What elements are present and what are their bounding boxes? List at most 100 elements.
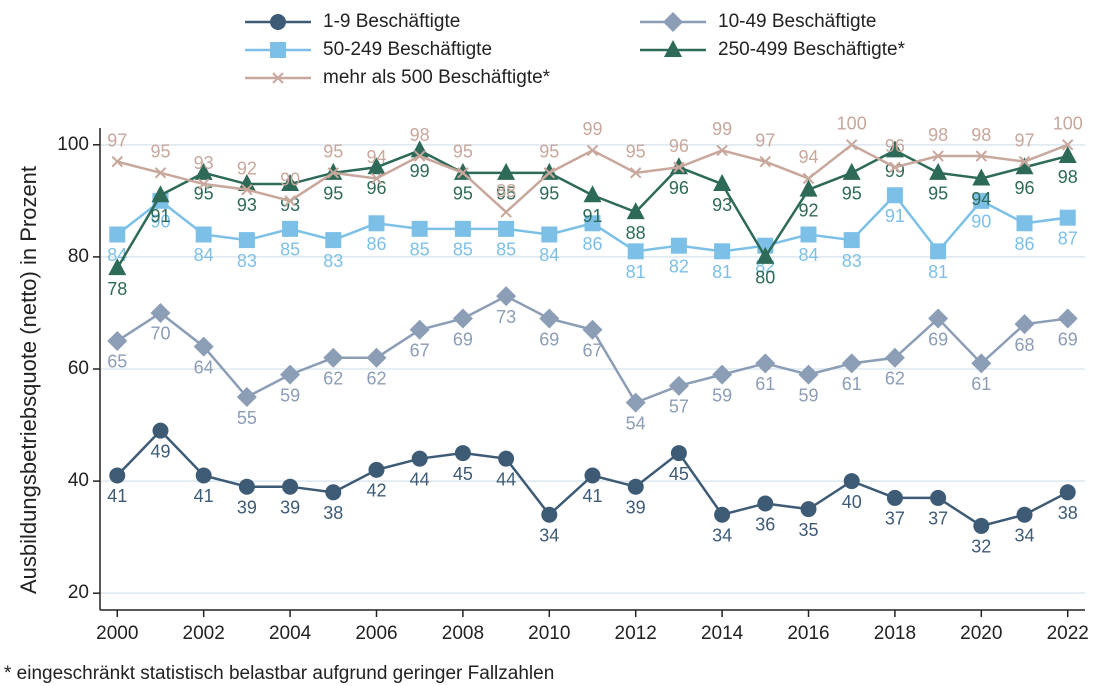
data-label: 95 bbox=[626, 142, 646, 162]
data-label: 95 bbox=[323, 142, 343, 162]
data-label: 91 bbox=[885, 206, 905, 226]
data-label: 61 bbox=[755, 374, 775, 394]
data-label: 85 bbox=[496, 240, 516, 260]
data-label: 90 bbox=[280, 170, 300, 190]
data-label: 98 bbox=[928, 125, 948, 145]
data-label: 45 bbox=[453, 464, 473, 484]
marker bbox=[799, 179, 818, 197]
marker bbox=[973, 192, 990, 209]
marker bbox=[498, 220, 515, 237]
marker bbox=[800, 501, 817, 518]
marker bbox=[670, 445, 687, 462]
y-axis-title: Ausbildungsbetriebsquote (netto) in Proz… bbox=[16, 166, 41, 594]
data-label: 61 bbox=[842, 374, 862, 394]
data-label: 32 bbox=[971, 537, 991, 557]
data-label: 96 bbox=[669, 136, 689, 156]
data-label: 34 bbox=[539, 525, 559, 545]
data-label: 95 bbox=[150, 142, 170, 162]
marker bbox=[584, 467, 601, 484]
data-label: 97 bbox=[755, 130, 775, 150]
marker bbox=[673, 161, 685, 173]
marker bbox=[281, 174, 300, 192]
marker bbox=[759, 155, 772, 168]
data-label: 37 bbox=[885, 509, 905, 529]
marker bbox=[366, 347, 387, 368]
marker bbox=[410, 140, 429, 158]
data-label: 87 bbox=[1058, 228, 1078, 248]
data-label: 73 bbox=[496, 307, 516, 327]
x-tick-label: 2022 bbox=[1047, 623, 1089, 644]
legend-label: 250-499 Beschäftigte* bbox=[718, 39, 906, 60]
data-label: 94 bbox=[798, 147, 818, 167]
data-label: 62 bbox=[885, 369, 905, 389]
marker bbox=[885, 140, 904, 158]
data-label: 64 bbox=[194, 357, 214, 377]
data-label: 82 bbox=[669, 256, 689, 276]
data-label: 95 bbox=[453, 184, 473, 204]
data-label: 36 bbox=[755, 514, 775, 534]
data-label: 41 bbox=[107, 486, 127, 506]
marker bbox=[1014, 314, 1035, 335]
data-label: 94 bbox=[366, 147, 386, 167]
data-label: 62 bbox=[366, 369, 386, 389]
marker bbox=[107, 330, 128, 351]
data-label: 93 bbox=[194, 153, 214, 173]
marker bbox=[886, 489, 903, 506]
marker bbox=[197, 178, 210, 190]
data-label: 81 bbox=[712, 262, 732, 282]
marker bbox=[368, 215, 385, 232]
data-label: 62 bbox=[323, 369, 343, 389]
marker bbox=[272, 72, 284, 84]
data-label: 96 bbox=[366, 178, 386, 198]
data-label: 70 bbox=[150, 324, 170, 344]
x-tick-label: 2002 bbox=[183, 623, 225, 644]
data-label: 95 bbox=[928, 184, 948, 204]
legend-label: 10-49 Beschäftigte bbox=[718, 11, 876, 32]
legend-label: mehr als 500 Beschäftigte* bbox=[323, 67, 551, 88]
data-label: 40 bbox=[842, 492, 862, 512]
data-label: 69 bbox=[453, 329, 473, 349]
marker bbox=[669, 157, 688, 175]
marker bbox=[713, 174, 732, 192]
data-label: 39 bbox=[237, 497, 257, 517]
data-label: 98 bbox=[410, 125, 430, 145]
marker bbox=[629, 167, 642, 179]
data-label: 34 bbox=[1015, 525, 1035, 545]
data-label: 100 bbox=[1053, 114, 1083, 134]
x-tick-label: 2018 bbox=[874, 623, 916, 644]
marker bbox=[411, 450, 428, 467]
data-label: 99 bbox=[582, 119, 602, 139]
data-label: 41 bbox=[194, 486, 214, 506]
data-label: 80 bbox=[755, 268, 775, 288]
data-label: 94 bbox=[971, 189, 991, 209]
marker bbox=[627, 478, 644, 495]
marker bbox=[325, 232, 342, 249]
marker bbox=[971, 353, 992, 374]
marker bbox=[241, 183, 253, 196]
data-label: 37 bbox=[928, 509, 948, 529]
y-tick-label: 100 bbox=[57, 134, 89, 155]
marker bbox=[193, 336, 214, 357]
data-label: 86 bbox=[582, 234, 602, 254]
data-label: 91 bbox=[150, 206, 170, 226]
marker bbox=[498, 450, 515, 467]
data-label: 59 bbox=[280, 385, 300, 405]
marker bbox=[670, 237, 687, 254]
marker bbox=[1059, 484, 1076, 501]
marker bbox=[368, 461, 385, 478]
marker bbox=[757, 495, 774, 512]
marker bbox=[108, 258, 127, 276]
data-label: 69 bbox=[928, 329, 948, 349]
data-label: 81 bbox=[928, 262, 948, 282]
data-label: 98 bbox=[971, 125, 991, 145]
marker bbox=[367, 157, 386, 175]
marker bbox=[457, 167, 469, 179]
data-label: 67 bbox=[410, 341, 430, 361]
marker bbox=[712, 364, 733, 385]
data-label: 92 bbox=[798, 200, 818, 220]
marker bbox=[975, 150, 988, 162]
data-label: 95 bbox=[453, 142, 473, 162]
data-label: 59 bbox=[798, 385, 818, 405]
marker bbox=[195, 226, 212, 243]
marker bbox=[714, 243, 731, 260]
